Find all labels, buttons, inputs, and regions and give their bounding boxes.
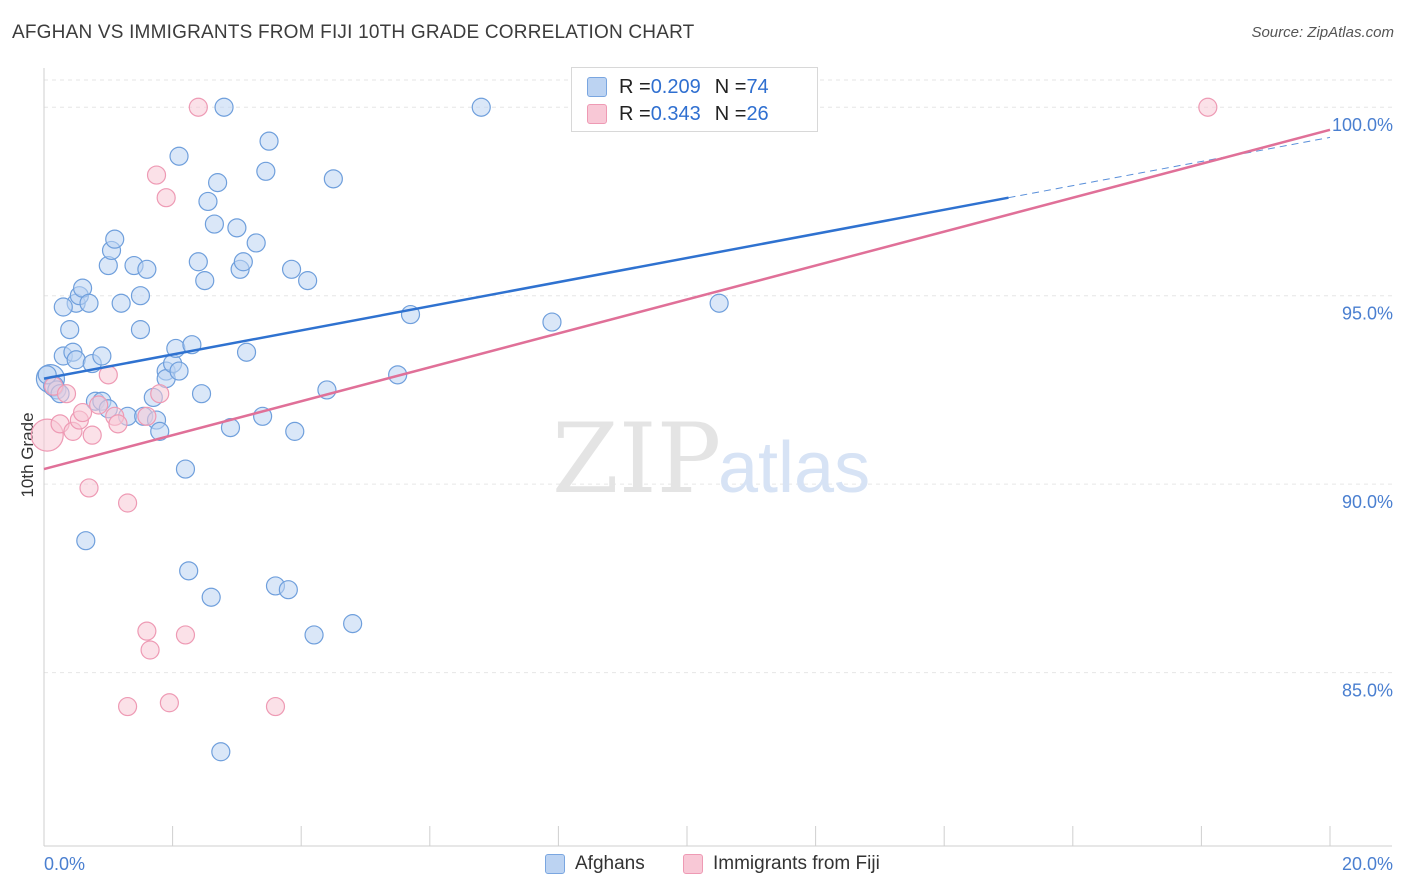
afghans-point bbox=[188, 252, 208, 272]
y-tick-label: 95.0% bbox=[1342, 304, 1393, 324]
afghans-point bbox=[201, 587, 221, 607]
legend-n-label: N = bbox=[714, 102, 747, 125]
watermark-zip: ZIP bbox=[552, 403, 721, 515]
bottom-legend-afghans: Afghans bbox=[545, 852, 645, 876]
legend-r-label: R = bbox=[619, 102, 651, 125]
fiji-point bbox=[117, 696, 138, 717]
fiji-point bbox=[137, 621, 157, 641]
fiji-point bbox=[159, 693, 179, 713]
afghans-point bbox=[281, 259, 302, 279]
y-tick-label: 90.0% bbox=[1342, 492, 1393, 512]
afghans-point bbox=[298, 271, 318, 291]
afghans-point bbox=[169, 361, 189, 381]
fiji-point bbox=[175, 625, 196, 645]
afghans-point bbox=[214, 97, 234, 117]
legend-r-value: 0.209 bbox=[650, 75, 701, 98]
afghans-point bbox=[709, 293, 729, 313]
fiji-point bbox=[156, 188, 176, 208]
afghans-point bbox=[105, 229, 125, 249]
x-tick-label-min: 0.0% bbox=[44, 854, 85, 874]
afghans-point bbox=[204, 214, 224, 234]
afghans-point bbox=[285, 421, 305, 441]
afghans-point bbox=[66, 350, 86, 370]
afghans-point bbox=[259, 131, 279, 151]
afghans-point bbox=[137, 259, 157, 279]
afghans-point bbox=[179, 561, 199, 581]
grid-lines bbox=[44, 79, 1392, 674]
legend-row-afghans: R = 0.209 N = 74 bbox=[587, 74, 769, 100]
fiji-trend-line bbox=[43, 128, 1331, 471]
afghans-point bbox=[191, 384, 212, 404]
bottom-legend-fiji: Immigrants from Fiji bbox=[683, 852, 880, 876]
fiji-point bbox=[79, 478, 99, 498]
afghans-trend-extension bbox=[1008, 136, 1331, 199]
afghans-point bbox=[130, 286, 151, 306]
fiji-point bbox=[150, 384, 170, 404]
afghans-point bbox=[343, 614, 363, 634]
afghans-point bbox=[278, 580, 298, 600]
afghans-point bbox=[542, 312, 562, 332]
legend-row-fiji: R = 0.343 N = 26 bbox=[587, 101, 769, 127]
afghans-point bbox=[92, 346, 112, 366]
source-attribution: Source: ZipAtlas.com bbox=[1251, 24, 1394, 41]
afghans-point bbox=[175, 459, 196, 479]
afghans-point bbox=[150, 421, 170, 441]
stats-legend: R = 0.209 N = 74 R = 0.343 N = 26 bbox=[571, 67, 818, 132]
afghans-point bbox=[60, 320, 80, 340]
afghans-point bbox=[236, 342, 257, 362]
afghans-point bbox=[169, 146, 189, 166]
afghans-point bbox=[111, 293, 131, 313]
bottom-legend-swatch-blue bbox=[545, 854, 565, 874]
legend-r-value: 0.343 bbox=[650, 102, 701, 125]
fiji-point bbox=[56, 384, 77, 404]
bottom-legend-swatch-pink bbox=[683, 854, 703, 874]
watermark: ZIP atlas bbox=[552, 403, 870, 515]
afghans-trend-line bbox=[43, 196, 1009, 380]
afghans-point bbox=[471, 97, 491, 117]
afghans-point bbox=[130, 320, 151, 340]
afghans-point bbox=[79, 293, 99, 313]
legend-r-label: R = bbox=[619, 75, 651, 98]
chart-title: AFGHAN VS IMMIGRANTS FROM FIJI 10TH GRAD… bbox=[12, 22, 695, 43]
afghans-point bbox=[208, 173, 228, 193]
fiji-point bbox=[72, 402, 93, 423]
afghans-point bbox=[323, 169, 343, 189]
legend-n-value: 74 bbox=[746, 75, 769, 98]
afghans-point bbox=[195, 271, 215, 291]
axes bbox=[43, 68, 1392, 847]
trend-lines bbox=[43, 128, 1331, 471]
legend-n-label: N = bbox=[714, 75, 747, 98]
legend-swatch-pink bbox=[587, 104, 607, 124]
legend-swatch-blue bbox=[587, 77, 607, 97]
afghans-point bbox=[304, 625, 324, 645]
fiji-point bbox=[1198, 97, 1218, 117]
fiji-point bbox=[82, 425, 102, 445]
afghans-point bbox=[198, 191, 218, 212]
fiji-point bbox=[188, 97, 208, 117]
watermark-atlas: atlas bbox=[718, 428, 870, 508]
afghans-point bbox=[76, 531, 96, 551]
bottom-legend-label-fiji: Immigrants from Fiji bbox=[713, 853, 880, 874]
y-tick-label: 100.0% bbox=[1332, 115, 1393, 135]
fiji-point bbox=[140, 640, 160, 660]
bottom-legend-label-afghans: Afghans bbox=[575, 853, 645, 874]
data-points bbox=[30, 97, 1218, 762]
x-tick-label-max: 20.0% bbox=[1342, 854, 1393, 874]
y-tick-label: 85.0% bbox=[1342, 681, 1393, 701]
fiji-point bbox=[108, 414, 128, 434]
afghans-point bbox=[227, 218, 247, 238]
afghans-point bbox=[246, 233, 266, 253]
fiji-point bbox=[117, 493, 138, 513]
fiji-point bbox=[137, 406, 157, 426]
fiji-point bbox=[89, 395, 109, 415]
fiji-point bbox=[146, 165, 167, 185]
afghans-point bbox=[211, 742, 231, 762]
afghans-point bbox=[53, 297, 73, 317]
legend-n-value: 26 bbox=[746, 102, 769, 125]
afghans-point bbox=[256, 161, 276, 181]
tick-labels: 85.0% 90.0% 95.0% 100.0% 0.0% 20.0% bbox=[44, 115, 1393, 874]
afghans-point bbox=[233, 252, 253, 272]
fiji-point bbox=[265, 696, 286, 717]
